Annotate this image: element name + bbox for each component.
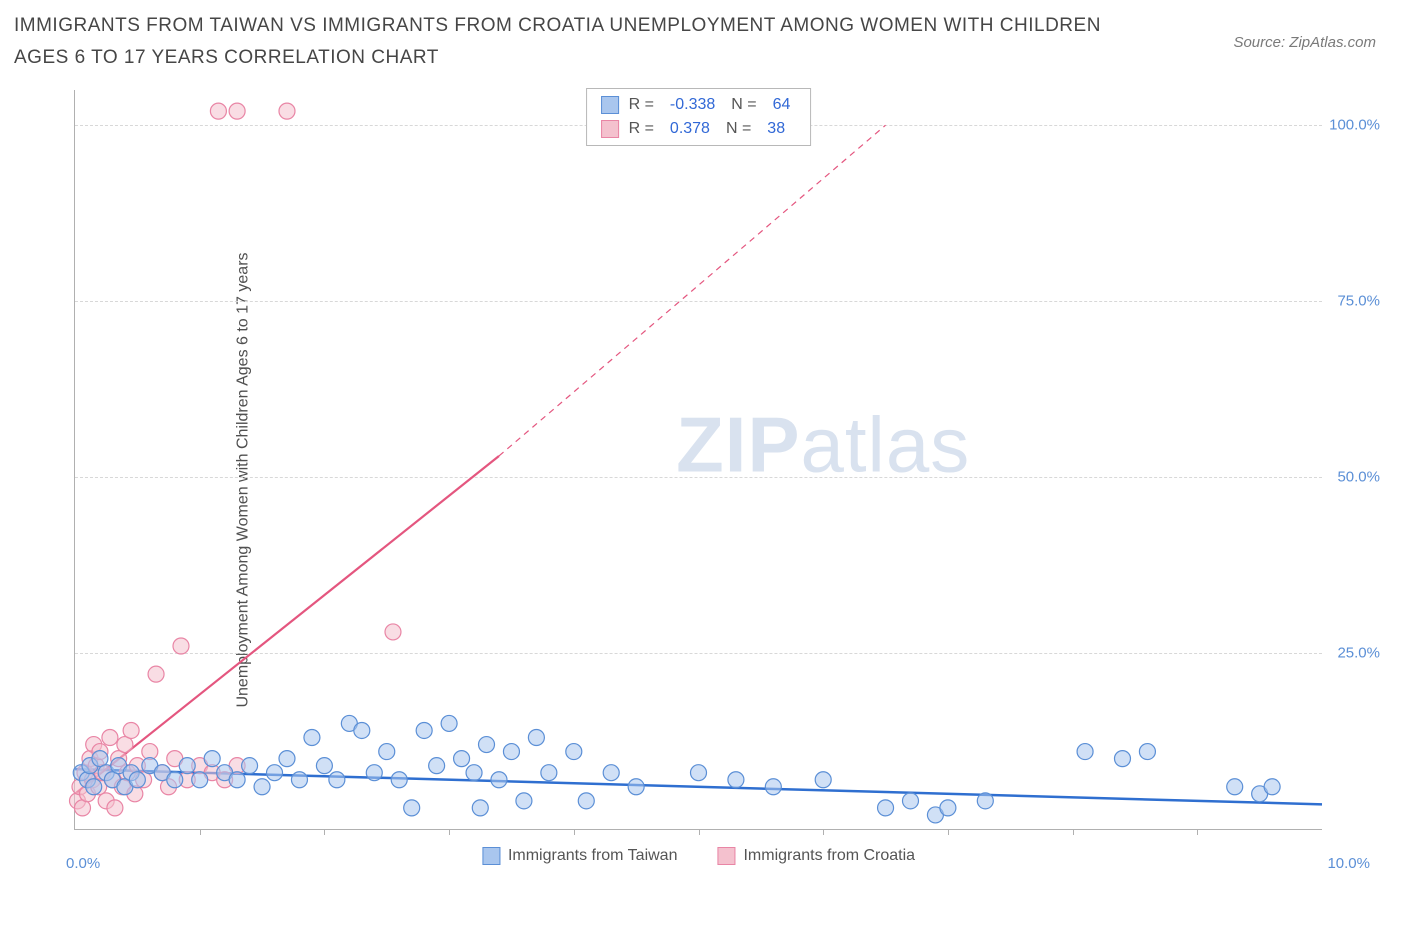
data-point [940, 800, 956, 816]
legend-swatch-taiwan [482, 847, 500, 865]
data-point [107, 800, 123, 816]
data-point [229, 772, 245, 788]
data-point [977, 793, 993, 809]
data-point [279, 103, 295, 119]
data-point [454, 751, 470, 767]
data-point [329, 772, 345, 788]
data-point [123, 722, 139, 738]
x-tick [1197, 829, 1198, 835]
legend-label-taiwan: Immigrants from Taiwan [508, 847, 678, 865]
data-point [1227, 779, 1243, 795]
legend-label-croatia: Immigrants from Croatia [743, 847, 915, 865]
data-point [316, 758, 332, 774]
data-point [379, 744, 395, 760]
data-point [566, 744, 582, 760]
x-tick [1073, 829, 1074, 835]
trend-line [75, 456, 499, 794]
data-point [878, 800, 894, 816]
x-tick [200, 829, 201, 835]
data-point [441, 715, 457, 731]
source-attribution: Source: ZipAtlas.com [1233, 34, 1376, 51]
scatter-plot: ZIPatlas R = -0.338 N = 64 R = 0.378 N =… [74, 90, 1322, 830]
data-point [691, 765, 707, 781]
data-point [578, 793, 594, 809]
data-point [167, 772, 183, 788]
trend-line-ext [499, 125, 886, 456]
data-point [765, 779, 781, 795]
data-point [503, 744, 519, 760]
data-point [86, 779, 102, 795]
data-point [391, 772, 407, 788]
data-point [385, 624, 401, 640]
data-point [528, 730, 544, 746]
data-point [192, 772, 208, 788]
data-point [267, 765, 283, 781]
y-tick-label: 100.0% [1329, 117, 1380, 134]
data-point [902, 793, 918, 809]
y-tick-label: 25.0% [1337, 645, 1380, 662]
x-tick [324, 829, 325, 835]
x-tick [948, 829, 949, 835]
y-tick-label: 50.0% [1337, 469, 1380, 486]
data-point [242, 758, 258, 774]
data-point [210, 103, 226, 119]
x-tick [574, 829, 575, 835]
data-point [416, 722, 432, 738]
data-point [229, 103, 245, 119]
data-point [254, 779, 270, 795]
legend-item-taiwan: Immigrants from Taiwan [482, 847, 678, 865]
data-point [148, 666, 164, 682]
legend-swatch-croatia [717, 847, 735, 865]
data-point [541, 765, 557, 781]
x-tick-max: 10.0% [1327, 855, 1370, 872]
data-point [173, 638, 189, 654]
data-point [291, 772, 307, 788]
data-point [472, 800, 488, 816]
data-point [429, 758, 445, 774]
data-point [129, 772, 145, 788]
data-point [479, 737, 495, 753]
x-tick [449, 829, 450, 835]
x-tick [699, 829, 700, 835]
data-point [204, 751, 220, 767]
data-point [279, 751, 295, 767]
data-point [1114, 751, 1130, 767]
x-tick-min: 0.0% [66, 855, 100, 872]
chart-area: Unemployment Among Women with Children A… [54, 90, 1382, 870]
chart-title: IMMIGRANTS FROM TAIWAN VS IMMIGRANTS FRO… [14, 10, 1154, 75]
y-tick-label: 75.0% [1337, 293, 1380, 310]
svg-layer [75, 90, 1322, 829]
data-point [516, 793, 532, 809]
data-point [603, 765, 619, 781]
data-point [628, 779, 644, 795]
data-point [1264, 779, 1280, 795]
data-point [1139, 744, 1155, 760]
data-point [404, 800, 420, 816]
data-point [1077, 744, 1093, 760]
data-point [728, 772, 744, 788]
legend: Immigrants from Taiwan Immigrants from C… [482, 847, 915, 865]
data-point [102, 730, 118, 746]
data-point [491, 772, 507, 788]
data-point [304, 730, 320, 746]
legend-item-croatia: Immigrants from Croatia [717, 847, 915, 865]
data-point [466, 765, 482, 781]
data-point [354, 722, 370, 738]
data-point [366, 765, 382, 781]
data-point [179, 758, 195, 774]
data-point [815, 772, 831, 788]
x-tick [823, 829, 824, 835]
